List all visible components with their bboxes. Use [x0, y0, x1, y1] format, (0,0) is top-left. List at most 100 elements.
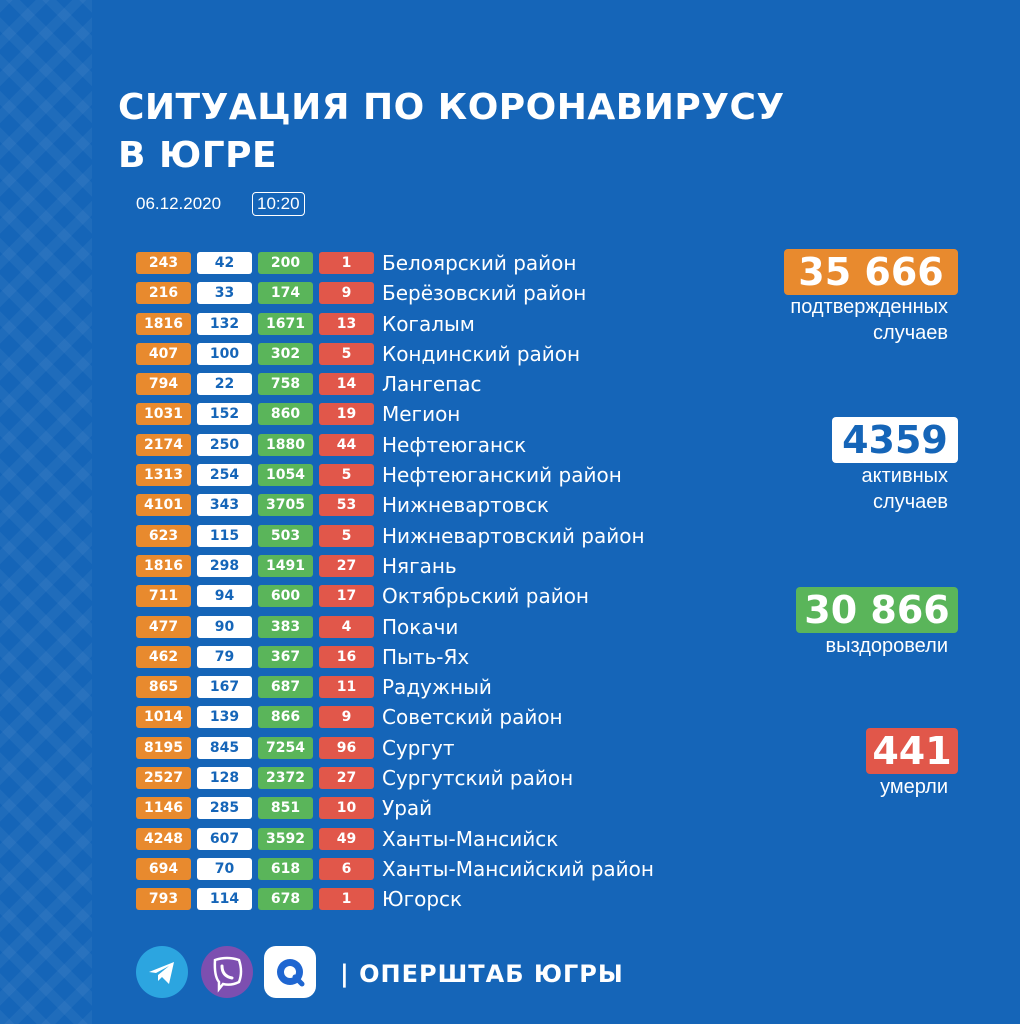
recovered-cell: 687 — [258, 676, 313, 699]
active-cell: 250 — [197, 433, 252, 456]
active-cell: 42 — [197, 252, 252, 274]
active-total-label: активных случаев — [862, 463, 948, 515]
deaths-cell: 53 — [319, 494, 374, 517]
confirmed-cell: 694 — [136, 857, 191, 880]
confirmed-cell: 1816 — [136, 312, 191, 335]
district-name: Сургут — [382, 735, 455, 760]
recovered-cell: 600 — [258, 585, 313, 608]
district-name: Покачи — [382, 614, 459, 639]
active-cell: 254 — [197, 464, 252, 487]
active-label-line-1: активных — [861, 465, 948, 487]
district-name: Когалым — [382, 311, 475, 336]
active-cell: 114 — [197, 888, 252, 911]
district-name: Югорск — [382, 887, 463, 912]
active-cell: 128 — [197, 767, 252, 790]
district-name: Берёзовский район — [382, 281, 587, 306]
recovered-cell: 1054 — [258, 464, 313, 487]
deaths-cell: 27 — [319, 554, 374, 577]
recovered-total-badge: 30 866 — [796, 587, 958, 633]
confirmed-label-line-2: случаев — [873, 322, 948, 344]
active-cell: 132 — [197, 312, 252, 335]
deaths-cell: 5 — [319, 342, 374, 365]
district-name: Мегион — [382, 402, 461, 427]
confirmed-cell: 1031 — [136, 403, 191, 426]
viber-icon[interactable] — [201, 946, 253, 998]
district-name: Нижневартовск — [382, 493, 549, 518]
confirmed-cell: 865 — [136, 676, 191, 699]
icq-icon[interactable] — [264, 946, 316, 998]
active-cell: 285 — [197, 797, 252, 820]
confirmed-cell: 623 — [136, 524, 191, 547]
deaths-total-badge: 441 — [866, 728, 958, 774]
confirmed-total-label: подтвержденных случаев — [790, 294, 948, 346]
confirmed-cell: 4248 — [136, 827, 191, 850]
district-name: Пыть-Ях — [382, 644, 470, 669]
active-cell: 94 — [197, 585, 252, 608]
deaths-label-line-1: умерли — [880, 776, 948, 798]
deaths-cell: 96 — [319, 736, 374, 759]
active-cell: 845 — [197, 736, 252, 759]
recovered-cell: 1880 — [258, 433, 313, 456]
active-cell: 139 — [197, 706, 252, 729]
confirmed-cell: 794 — [136, 373, 191, 396]
district-name: Лангепас — [382, 372, 482, 397]
title-line-1: СИТУАЦИЯ ПО КОРОНАВИРУСУ — [118, 87, 785, 128]
report-time: 10:20 — [252, 192, 305, 216]
recovered-cell: 860 — [258, 403, 313, 426]
confirmed-cell: 8195 — [136, 736, 191, 759]
confirmed-total-badge: 35 666 — [784, 249, 958, 295]
district-name: Октябрьский район — [382, 584, 590, 609]
active-label-line-2: случаев — [873, 491, 948, 513]
recovered-cell: 2372 — [258, 767, 313, 790]
recovered-cell: 367 — [258, 645, 313, 668]
confirmed-cell: 216 — [136, 282, 191, 305]
active-cell: 115 — [197, 524, 252, 547]
recovered-cell: 200 — [258, 252, 313, 274]
confirmed-label-line-1: подтвержденных — [790, 296, 948, 318]
active-cell: 100 — [197, 342, 252, 365]
recovered-cell: 3592 — [258, 827, 313, 850]
active-cell: 607 — [197, 827, 252, 850]
active-cell: 167 — [197, 676, 252, 699]
deaths-cell: 14 — [319, 373, 374, 396]
confirmed-cell: 2527 — [136, 767, 191, 790]
district-name: Радужный — [382, 675, 492, 700]
district-name: Урай — [382, 796, 433, 821]
district-name: Ханты-Мансийск — [382, 826, 559, 851]
deaths-total-label: умерли — [880, 774, 948, 800]
deaths-cell: 1 — [319, 252, 374, 274]
recovered-cell: 758 — [258, 373, 313, 396]
recovered-cell: 1671 — [258, 312, 313, 335]
confirmed-cell: 1313 — [136, 464, 191, 487]
active-cell: 79 — [197, 645, 252, 668]
deaths-cell: 1 — [319, 888, 374, 911]
deaths-cell: 27 — [319, 767, 374, 790]
confirmed-cell: 477 — [136, 615, 191, 638]
active-cell: 343 — [197, 494, 252, 517]
recovered-cell: 678 — [258, 888, 313, 911]
recovered-cell: 618 — [258, 857, 313, 880]
deaths-cell: 9 — [319, 706, 374, 729]
district-name: Ханты-Мансийский район — [382, 856, 654, 881]
recovered-cell: 3705 — [258, 494, 313, 517]
deaths-cell: 16 — [319, 645, 374, 668]
active-cell: 298 — [197, 554, 252, 577]
report-date: 06.12.2020 — [136, 194, 222, 213]
confirmed-cell: 462 — [136, 645, 191, 668]
district-name: Кондинский район — [382, 341, 581, 366]
active-total-badge: 4359 — [832, 417, 958, 463]
telegram-icon[interactable] — [136, 946, 188, 998]
district-name: Сургутский район — [382, 766, 574, 791]
deaths-cell: 4 — [319, 615, 374, 638]
confirmed-cell: 407 — [136, 342, 191, 365]
recovered-cell: 174 — [258, 282, 313, 305]
confirmed-cell: 1146 — [136, 797, 191, 820]
confirmed-cell: 1816 — [136, 554, 191, 577]
recovered-cell: 851 — [258, 797, 313, 820]
recovered-cell: 383 — [258, 615, 313, 638]
active-cell: 70 — [197, 857, 252, 880]
deaths-cell: 13 — [319, 312, 374, 335]
deaths-cell: 6 — [319, 857, 374, 880]
confirmed-cell: 793 — [136, 888, 191, 911]
confirmed-cell: 4101 — [136, 494, 191, 517]
